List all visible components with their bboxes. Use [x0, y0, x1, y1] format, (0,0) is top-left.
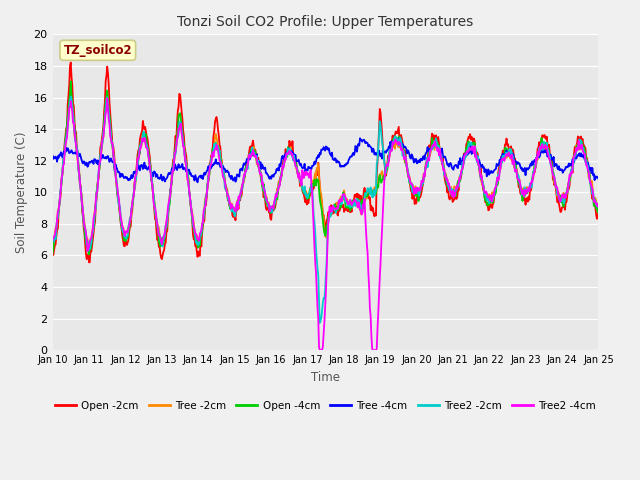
X-axis label: Time: Time	[311, 371, 340, 384]
Title: Tonzi Soil CO2 Profile: Upper Temperatures: Tonzi Soil CO2 Profile: Upper Temperatur…	[177, 15, 474, 29]
Y-axis label: Soil Temperature (C): Soil Temperature (C)	[15, 132, 28, 253]
Text: TZ_soilco2: TZ_soilco2	[63, 44, 132, 57]
Legend: Open -2cm, Tree -2cm, Open -4cm, Tree -4cm, Tree2 -2cm, Tree2 -4cm: Open -2cm, Tree -2cm, Open -4cm, Tree -4…	[51, 396, 600, 415]
